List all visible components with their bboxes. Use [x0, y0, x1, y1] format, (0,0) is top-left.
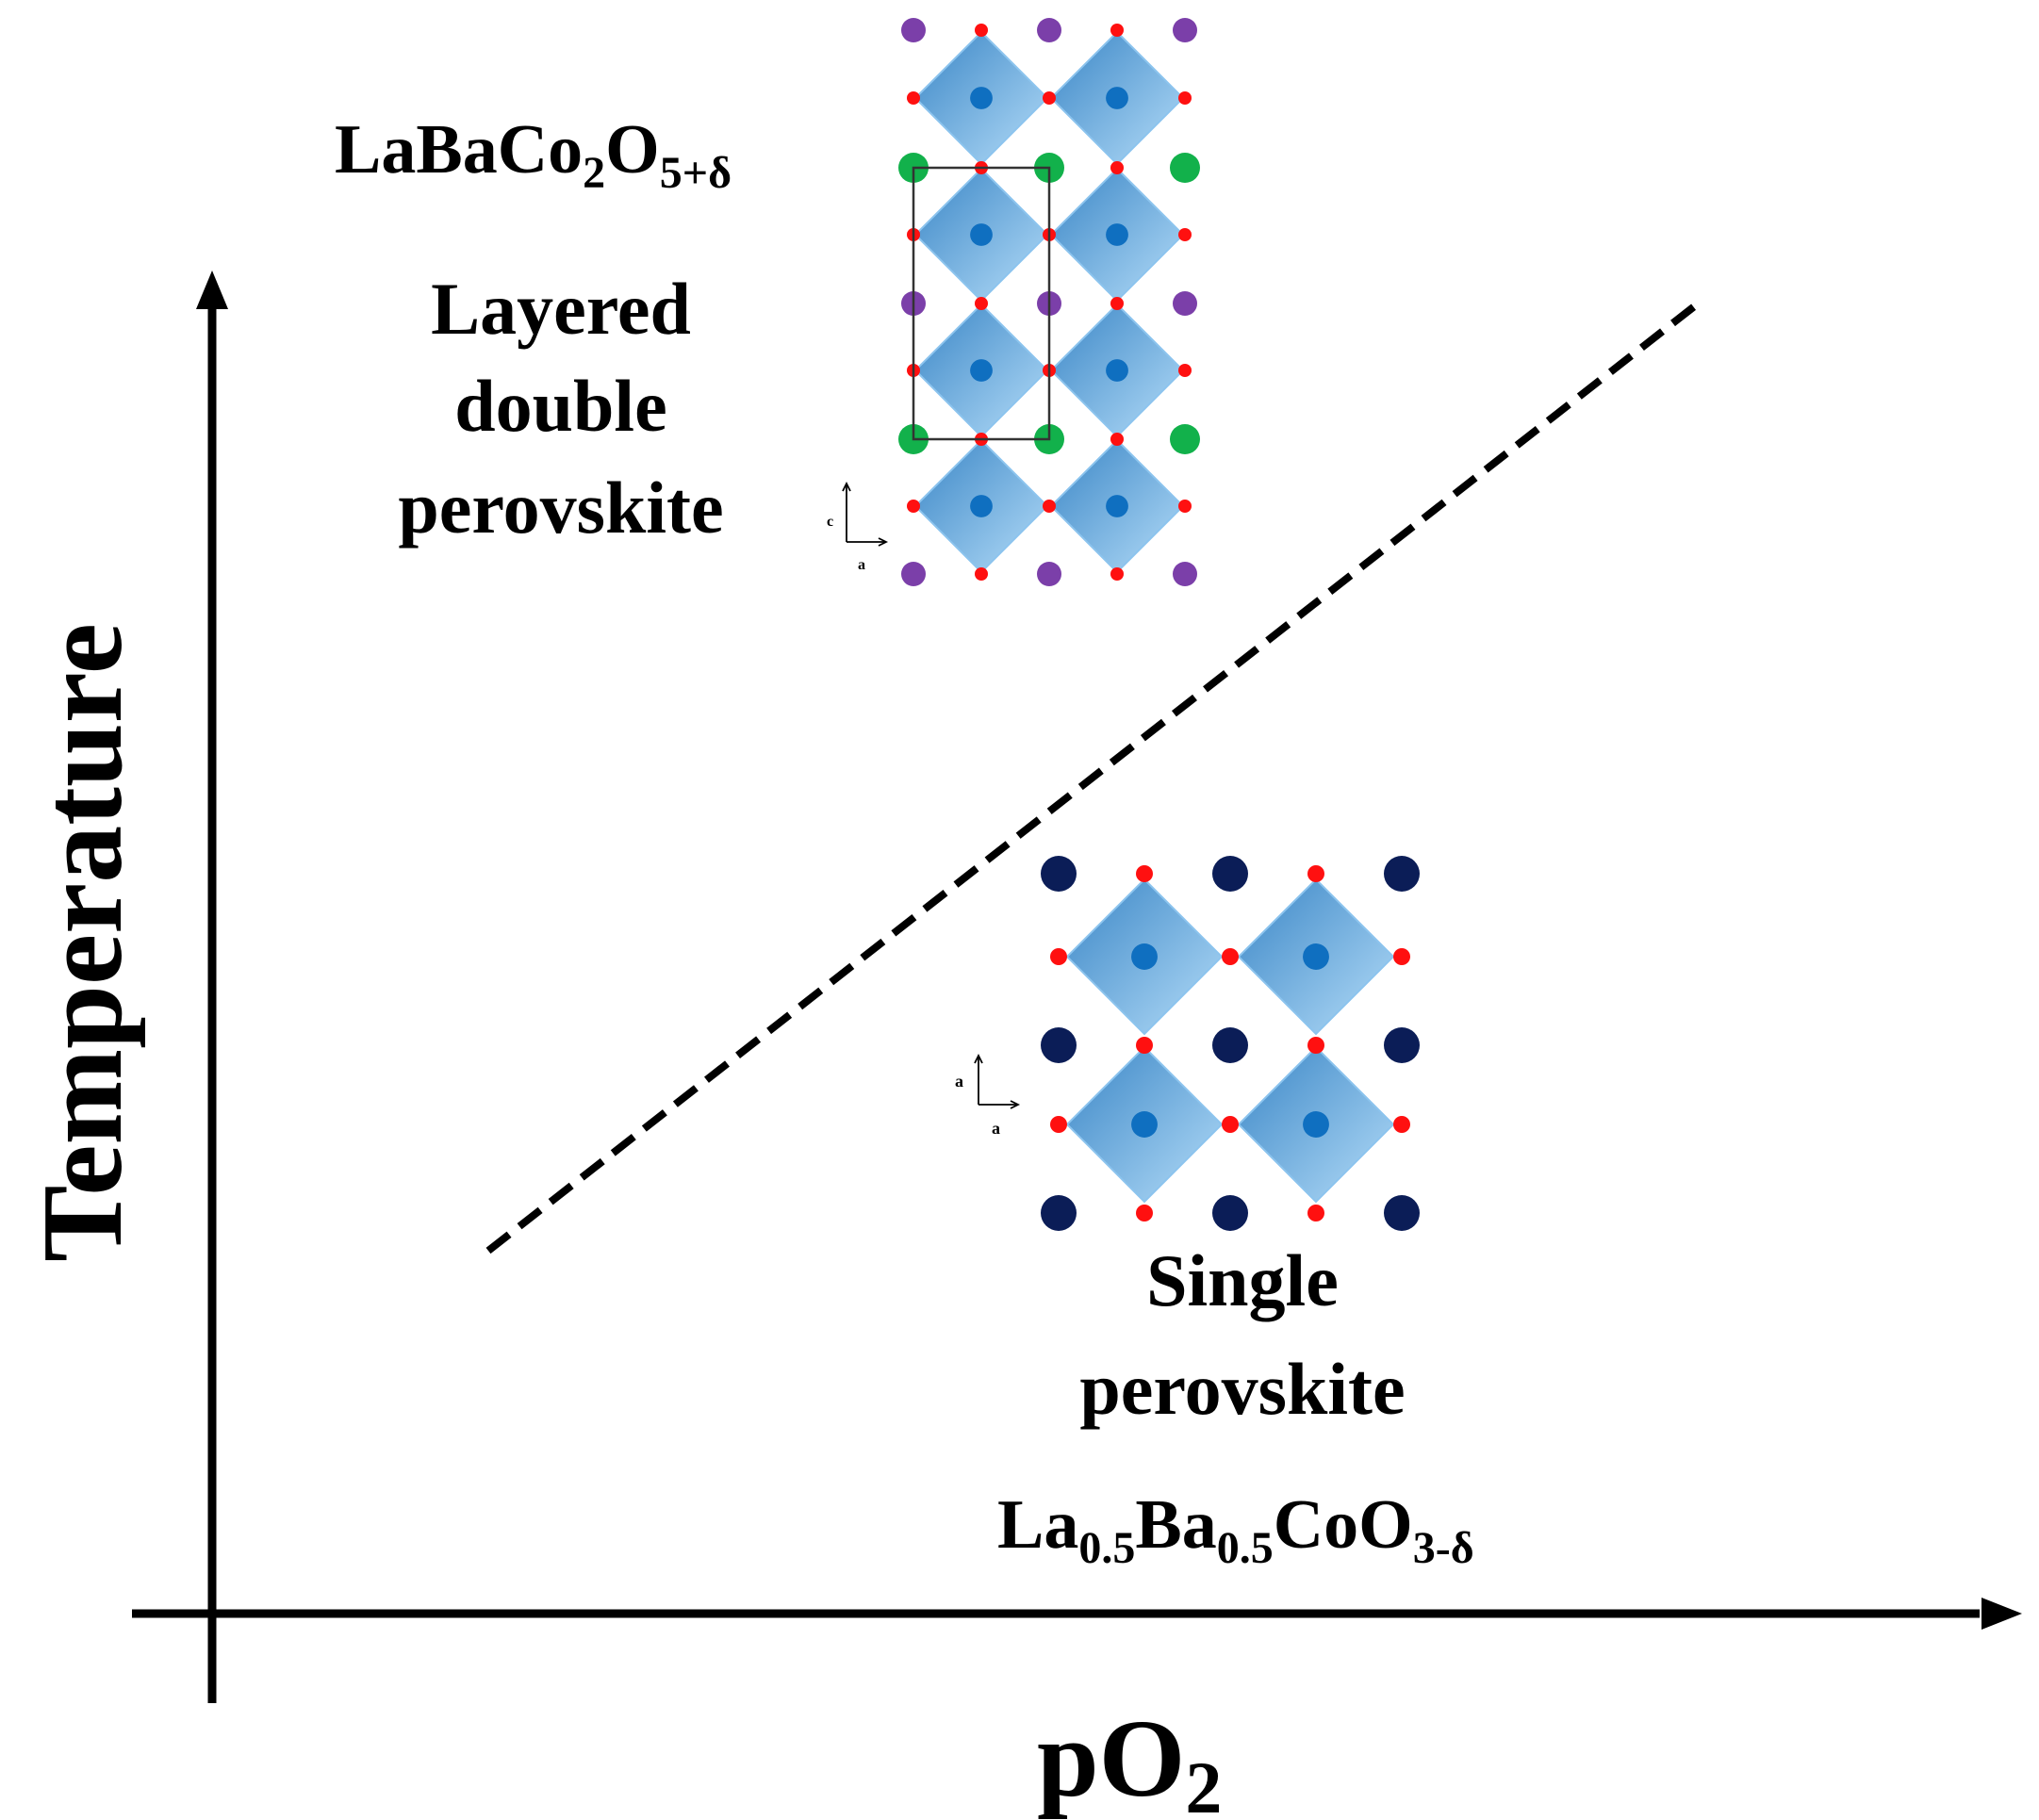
- cobalt-atom: [1106, 495, 1128, 517]
- lanthanum-atom: [901, 562, 926, 586]
- oxygen-atom: [1136, 1037, 1153, 1054]
- oxygen-atom: [1178, 91, 1192, 105]
- cobalt-atom: [1131, 1111, 1158, 1138]
- la-ba-a-site-atom: [1212, 856, 1248, 892]
- lower-axis-horizontal-label: a: [992, 1119, 1000, 1138]
- x-axis-label-main: pO: [1037, 1697, 1185, 1820]
- lower-formula: La0.5Ba0.5CoO3-δ: [997, 1486, 1474, 1573]
- oxygen-atom: [975, 297, 988, 310]
- lanthanum-atom: [1173, 18, 1197, 42]
- lanthanum-atom: [1037, 18, 1061, 42]
- barium-atom: [1170, 424, 1200, 454]
- oxygen-atom: [1110, 24, 1124, 37]
- oxygen-atom: [907, 91, 920, 105]
- x-axis-arrowhead: [1981, 1598, 2022, 1630]
- oxygen-atom: [1393, 1116, 1410, 1133]
- oxygen-atom: [907, 500, 920, 513]
- single-perovskite-structure: [1041, 856, 1420, 1231]
- oxygen-atom: [1110, 433, 1124, 446]
- la-ba-a-site-atom: [1041, 856, 1077, 892]
- unit-cell-outline: [912, 166, 1051, 441]
- cobalt-atom: [1131, 943, 1158, 970]
- lanthanum-atom: [1173, 291, 1197, 316]
- la-ba-a-site-atom: [1041, 1195, 1077, 1231]
- oxygen-atom: [1178, 500, 1192, 513]
- oxygen-atom: [1178, 364, 1192, 377]
- oxygen-atom: [1307, 1205, 1324, 1222]
- lower-phase-name-line-2: perovskite: [1079, 1348, 1405, 1430]
- cobalt-atom: [970, 359, 993, 382]
- oxygen-atom: [1307, 865, 1324, 882]
- x-axis-label: pO2: [1037, 1697, 1222, 1820]
- oxygen-atom: [1136, 1205, 1153, 1222]
- oxygen-atom: [1307, 1037, 1324, 1054]
- cobalt-atom: [970, 87, 993, 109]
- la-ba-a-site-atom: [1041, 1027, 1077, 1063]
- axes: [132, 271, 2022, 1703]
- upper-phase-name-line-2: double: [454, 365, 666, 447]
- oxygen-atom: [1222, 1116, 1239, 1133]
- lanthanum-atom: [1037, 562, 1061, 586]
- oxygen-atom: [975, 567, 988, 581]
- la-ba-a-site-atom: [1212, 1195, 1248, 1231]
- barium-atom: [1170, 153, 1200, 183]
- phase-boundary-line: [485, 301, 1700, 1254]
- cobalt-atom: [1106, 359, 1128, 382]
- oxygen-atom: [1136, 865, 1153, 882]
- oxygen-atom: [1110, 161, 1124, 174]
- lanthanum-atom: [1173, 562, 1197, 586]
- y-axis-label: Temperature: [19, 623, 146, 1262]
- oxygen-atom: [1222, 948, 1239, 965]
- x-axis-label-subscript: 2: [1185, 1746, 1222, 1820]
- upper-formula: LaBaCo2O5+δ: [335, 111, 732, 198]
- oxygen-atom: [1178, 228, 1192, 241]
- upper-axis-marker: [842, 481, 889, 547]
- oxygen-atom: [1110, 567, 1124, 581]
- oxygen-atom: [1050, 1116, 1067, 1133]
- upper-phase-name-line-1: Layered: [431, 268, 691, 350]
- upper-axis-c-label: c: [827, 514, 833, 530]
- oxygen-atom: [1050, 948, 1067, 965]
- oxygen-atom: [1393, 948, 1410, 965]
- la-ba-a-site-atom: [1212, 1027, 1248, 1063]
- oxygen-atom: [975, 24, 988, 37]
- cobalt-atom: [1303, 943, 1329, 970]
- lower-axis-marker: [974, 1053, 1021, 1109]
- la-ba-a-site-atom: [1384, 1027, 1420, 1063]
- cobalt-atom: [970, 495, 993, 517]
- cobalt-atom: [970, 223, 993, 246]
- y-axis-arrowhead: [196, 271, 228, 309]
- oxygen-atom: [1043, 500, 1056, 513]
- upper-phase-name-line-3: perovskite: [398, 467, 723, 549]
- cobalt-atom: [1106, 87, 1128, 109]
- upper-axis-a-label: a: [858, 557, 865, 573]
- lower-phase-name-line-1: Single: [1146, 1239, 1339, 1321]
- la-ba-a-site-atom: [1384, 1195, 1420, 1231]
- oxygen-atom: [1043, 91, 1056, 105]
- oxygen-atom: [1110, 297, 1124, 310]
- cobalt-atom: [1303, 1111, 1329, 1138]
- cobalt-atom: [1106, 223, 1128, 246]
- lanthanum-atom: [901, 18, 926, 42]
- la-ba-a-site-atom: [1384, 856, 1420, 892]
- lower-axis-vertical-label: a: [955, 1072, 963, 1090]
- layered-double-perovskite-structure: [898, 18, 1200, 586]
